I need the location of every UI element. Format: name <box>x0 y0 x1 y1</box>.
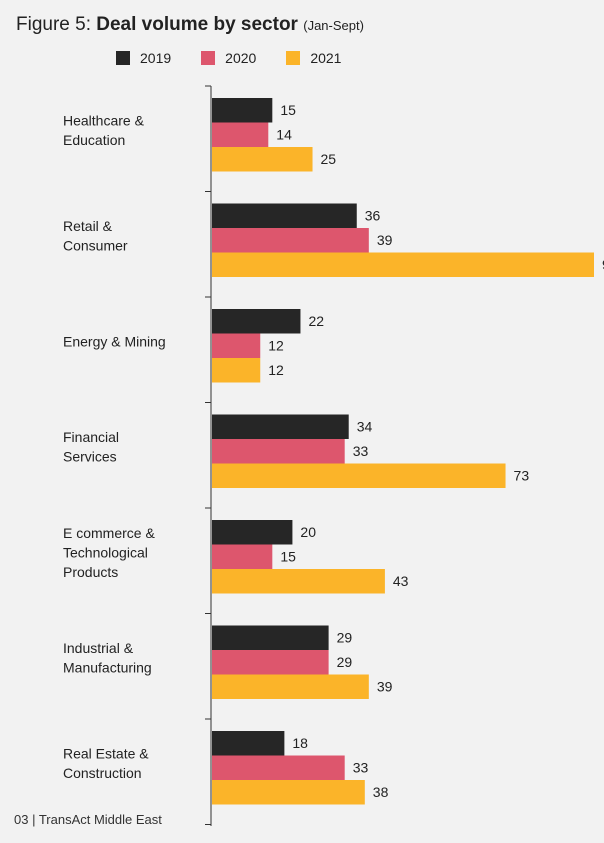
bar-2020 <box>212 650 329 675</box>
data-label: 36 <box>365 207 381 223</box>
data-label: 33 <box>353 443 369 459</box>
category-label: Energy & Mining <box>63 333 166 349</box>
legend-label-2021: 2021 <box>310 50 342 66</box>
bar-2021 <box>212 569 385 594</box>
bar-2020 <box>212 544 273 569</box>
title-main: Deal volume by sector <box>96 14 298 35</box>
bar-2019 <box>212 520 293 545</box>
bar-2019 <box>212 98 273 123</box>
bar-2021 <box>212 463 506 488</box>
data-label: 20 <box>300 524 316 540</box>
bar-2019 <box>212 625 329 650</box>
chart-title: Figure 5: Deal volume by sector (Jan-Sep… <box>16 14 364 36</box>
legend-swatch-2020 <box>201 51 216 65</box>
category-label: Financial <box>63 429 119 445</box>
bar-2021 <box>212 147 313 172</box>
bar-2020 <box>212 333 261 358</box>
data-label: 15 <box>280 102 296 118</box>
bar-2019 <box>212 203 357 228</box>
data-label: 95 <box>602 256 604 272</box>
category-label: Real Estate & <box>63 746 149 762</box>
data-label: 29 <box>337 629 353 645</box>
data-label: 25 <box>321 151 337 167</box>
data-label: 38 <box>373 784 389 800</box>
category-label: Services <box>63 449 117 465</box>
bar-2019 <box>212 309 301 334</box>
data-label: 39 <box>377 232 393 248</box>
data-label: 29 <box>337 654 353 670</box>
data-label: 34 <box>357 418 373 434</box>
category-label: Industrial & <box>63 640 134 656</box>
category-label: Consumer <box>63 238 128 254</box>
bar-2019 <box>212 414 349 439</box>
category-label: Education <box>63 132 125 148</box>
data-label: 22 <box>308 313 324 329</box>
legend-swatch-2019 <box>116 51 130 65</box>
category-label: Technological <box>63 544 148 560</box>
legend: 2019 2020 2021 <box>116 50 341 66</box>
data-label: 12 <box>268 362 284 378</box>
bar-2021 <box>212 674 369 699</box>
legend-item-2019: 2019 <box>116 50 171 66</box>
bar-2020 <box>212 228 369 253</box>
data-label: 15 <box>280 548 296 564</box>
category-label: Construction <box>63 765 142 781</box>
legend-swatch-2021 <box>286 51 301 65</box>
legend-label-2020: 2020 <box>225 50 257 66</box>
data-label: 73 <box>514 467 530 483</box>
figure-number: Figure 5: <box>16 14 91 35</box>
title-sub: (Jan-Sept) <box>303 18 364 33</box>
bar-2021 <box>212 252 594 277</box>
data-label: 33 <box>353 759 369 775</box>
data-label: 43 <box>393 573 409 589</box>
legend-label-2019: 2019 <box>140 50 172 66</box>
footer: 03 | TransAct Middle East <box>14 812 162 827</box>
bar-2020 <box>212 122 269 147</box>
category-label: E commerce & <box>63 525 155 541</box>
legend-item-2021: 2021 <box>286 50 341 66</box>
data-label: 14 <box>276 126 292 142</box>
data-label: 39 <box>377 678 393 694</box>
category-label: Retail & <box>63 218 113 234</box>
category-label: Products <box>63 564 118 580</box>
category-label: Manufacturing <box>63 660 152 676</box>
bar-2021 <box>212 358 261 383</box>
legend-item-2020: 2020 <box>201 50 256 66</box>
data-label: 18 <box>292 735 308 751</box>
bar-2021 <box>212 780 365 805</box>
data-label: 12 <box>268 337 284 353</box>
bar-2020 <box>212 439 345 464</box>
bar-2019 <box>212 731 285 756</box>
category-label: Healthcare & <box>63 113 145 129</box>
bar-2020 <box>212 755 345 780</box>
